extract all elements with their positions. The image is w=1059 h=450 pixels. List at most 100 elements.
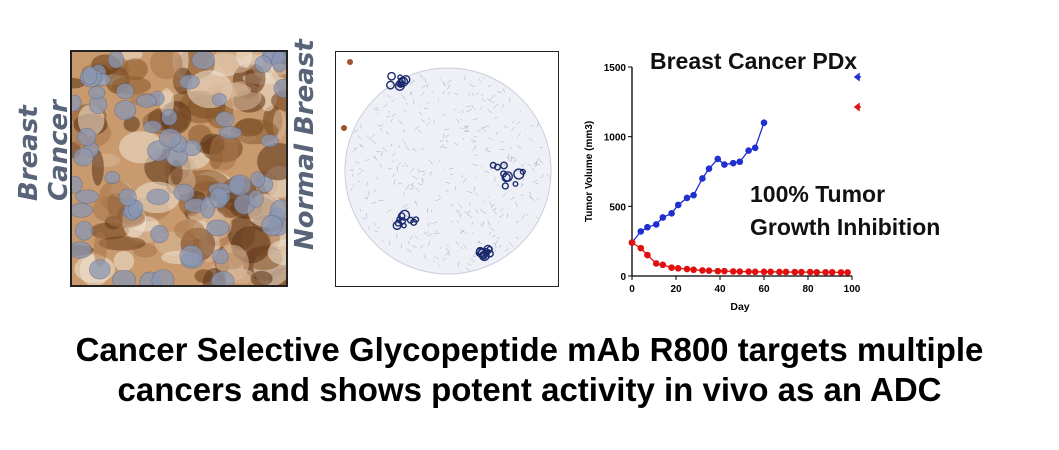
cell-nucleus xyxy=(72,241,92,259)
stroma-fiber xyxy=(357,135,361,140)
stroma-fiber xyxy=(500,208,504,211)
stroma-fiber xyxy=(405,188,407,191)
tissue-core xyxy=(344,67,552,275)
stroma-fiber xyxy=(386,131,389,135)
data-point-1 xyxy=(844,269,851,276)
data-point-1 xyxy=(705,267,713,275)
stroma-fiber xyxy=(496,237,500,240)
series-line-1 xyxy=(631,242,848,274)
data-point-0 xyxy=(760,119,768,127)
stroma-fiber xyxy=(468,92,471,97)
data-point-1 xyxy=(628,239,636,246)
stroma-fiber xyxy=(433,221,438,224)
stroma-fiber xyxy=(505,245,507,248)
stroma-fiber xyxy=(445,247,451,253)
stroma-fiber xyxy=(521,183,523,188)
stroma-fiber xyxy=(421,85,427,88)
stroma-fiber xyxy=(428,172,431,174)
chart-annotation: 100% Tumor Growth Inhibition xyxy=(750,181,941,240)
stroma-fiber xyxy=(368,226,370,230)
stroma-fiber xyxy=(426,211,429,214)
stroma-fiber xyxy=(372,155,376,159)
stroma-fiber xyxy=(471,232,474,234)
stroma-fiber xyxy=(414,235,420,240)
data-point-0 xyxy=(690,191,697,199)
cell-nucleus xyxy=(209,187,229,209)
stroma-fiber xyxy=(410,184,415,188)
gland-duct xyxy=(485,249,494,258)
data-point-1 xyxy=(813,268,821,276)
data-point-0 xyxy=(751,144,759,152)
stroma-fiber xyxy=(377,124,383,127)
stroma-fiber xyxy=(459,127,462,129)
stroma-fiber xyxy=(391,99,395,103)
stroma-fiber xyxy=(482,127,486,133)
normal-breast-ihc-image xyxy=(335,51,559,287)
stroma-fiber xyxy=(421,179,424,184)
stroma-fiber xyxy=(515,221,520,223)
stroma-fiber xyxy=(493,117,498,119)
stroma-fiber xyxy=(435,229,440,235)
stroma-fiber xyxy=(500,140,504,143)
stroma-fiber xyxy=(390,143,393,147)
stroma-fiber xyxy=(464,211,469,214)
cell-nucleus xyxy=(146,188,170,205)
cell-nucleus xyxy=(212,93,227,107)
stroma-fiber xyxy=(429,171,432,176)
gland-duct xyxy=(494,163,502,171)
stroma-fiber xyxy=(406,248,412,253)
cell-nucleus xyxy=(161,109,178,126)
stroma-fiber xyxy=(405,103,408,105)
stroma-fiber xyxy=(447,84,450,90)
stroma-fiber xyxy=(425,231,429,235)
stroma-fiber xyxy=(460,229,465,233)
stroma-fiber xyxy=(353,147,357,149)
data-point-1 xyxy=(690,266,697,274)
data-point-1 xyxy=(637,244,645,252)
stroma-fiber xyxy=(483,77,485,80)
data-point-1 xyxy=(798,268,805,276)
gland-duct xyxy=(475,246,485,256)
cell-nucleus xyxy=(212,248,229,265)
stroma-fiber xyxy=(494,95,496,97)
stroma-fiber xyxy=(353,129,359,133)
stroma-fiber xyxy=(481,127,486,129)
gland-duct xyxy=(412,216,420,223)
stroma-fiber xyxy=(503,125,508,129)
stroma-fiber xyxy=(487,84,492,88)
stroma-fiber xyxy=(513,156,517,162)
cell-nucleus xyxy=(75,189,99,204)
cell-nucleus xyxy=(215,111,235,128)
stroma-fiber xyxy=(435,199,440,201)
data-point-0 xyxy=(714,155,722,163)
stroma-fiber xyxy=(487,98,493,103)
stroma-fiber xyxy=(409,235,413,241)
stroma-fiber xyxy=(379,163,382,168)
cell-nucleus xyxy=(250,171,266,188)
gland-duct xyxy=(513,168,525,180)
stroma-fiber xyxy=(478,78,482,82)
stroma-fiber xyxy=(443,167,445,169)
stroma-fiber xyxy=(457,261,460,267)
stroma-fiber xyxy=(474,154,478,156)
stroma-fiber xyxy=(429,159,433,165)
stroma-fiber xyxy=(428,118,431,121)
stroma-fiber xyxy=(381,147,387,152)
stroma-fiber xyxy=(489,201,493,207)
stroma-fiber xyxy=(427,222,430,227)
x-tick-label: 100 xyxy=(844,284,861,295)
stain-patch xyxy=(122,58,148,81)
stroma-fiber xyxy=(381,239,384,242)
gland-duct xyxy=(502,171,513,182)
cell-nucleus xyxy=(271,52,286,72)
stroma-fiber xyxy=(461,174,463,178)
stroma-fiber xyxy=(492,209,497,215)
stroma-fiber xyxy=(387,167,392,170)
data-point-0 xyxy=(652,221,660,228)
cell-nucleus xyxy=(89,259,111,280)
stroma-fiber xyxy=(464,125,470,128)
data-point-1 xyxy=(714,267,722,275)
stroma-fiber xyxy=(481,94,483,97)
stroma-fiber xyxy=(422,173,426,176)
cell-nucleus xyxy=(191,52,216,70)
